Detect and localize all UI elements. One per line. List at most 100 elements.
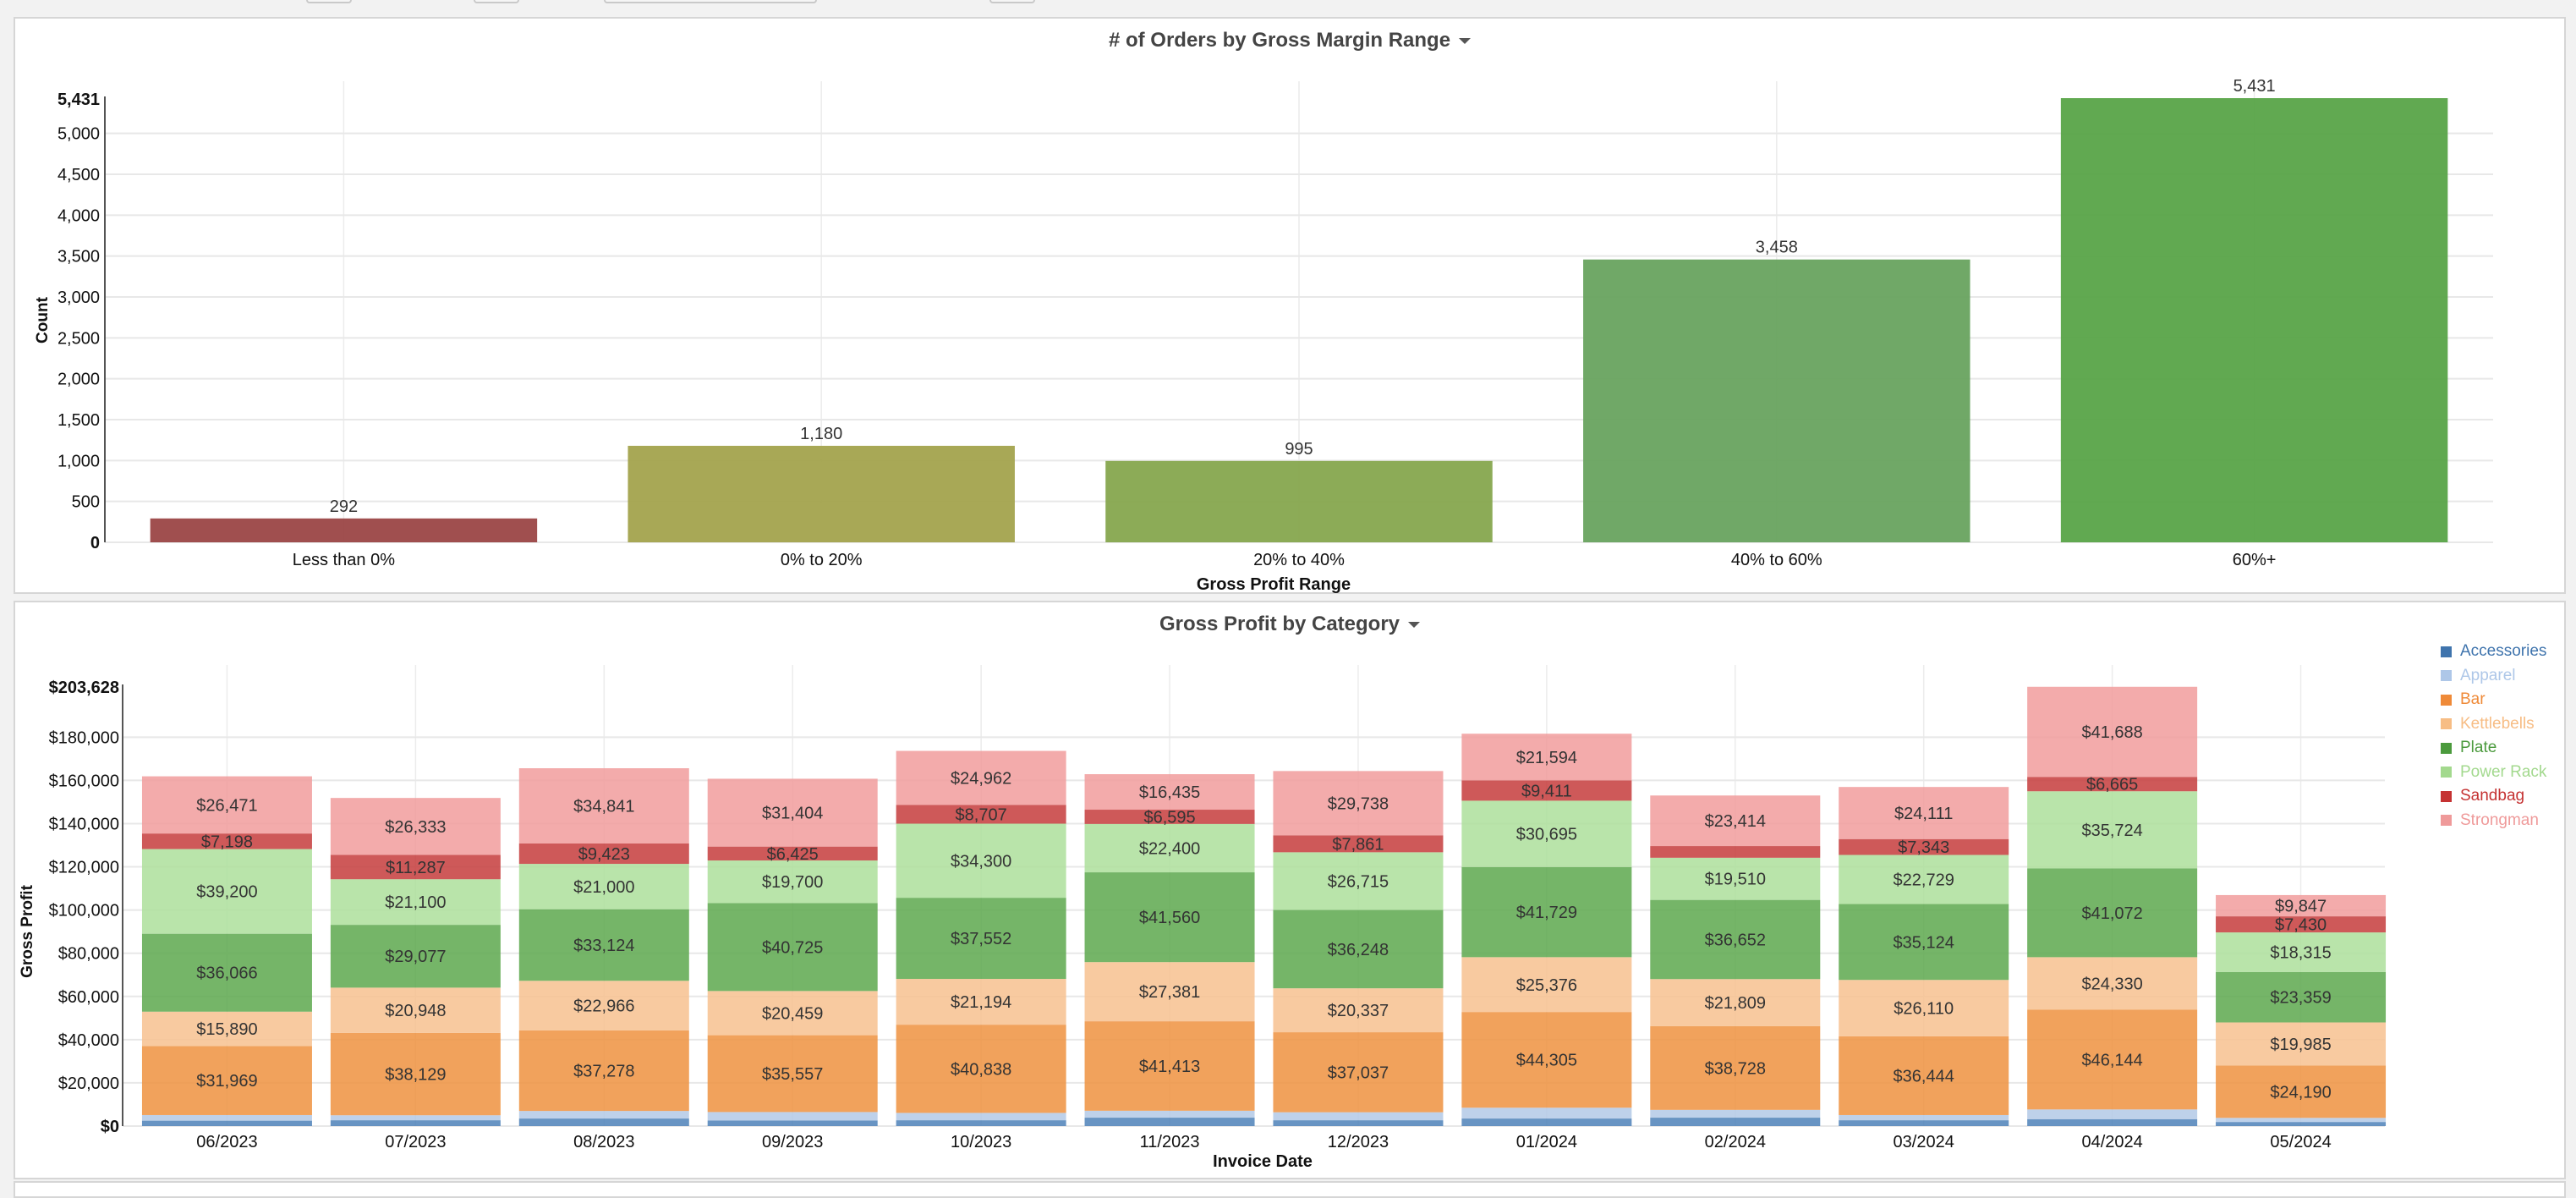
segment-plate	[141, 933, 312, 1012]
toolbar-control[interactable]	[604, 0, 817, 3]
segment-value-label: $36,652	[1705, 931, 1766, 949]
category-legend: Accessories Apparel Bar Kettlebells Plat…	[2441, 640, 2546, 833]
segment-kettlebells	[707, 991, 878, 1036]
segment-value-label: $9,847	[2275, 898, 2327, 916]
segment-apparel	[1273, 1112, 1444, 1121]
bar-less-than-0-	[150, 518, 538, 542]
orders-chart-title[interactable]: # of Orders by Gross Margin Range	[15, 29, 2564, 52]
segment-value-label: $27,381	[1139, 983, 1200, 1002]
segment-power-rack	[141, 849, 312, 934]
segment-value-label: $39,200	[196, 883, 257, 902]
segment-plate	[2216, 971, 2387, 1023]
segment-plate	[2027, 868, 2198, 958]
profit-chart-title-text: Gross Profit by Category	[1159, 613, 1400, 635]
legend-item-sandbag[interactable]: Sandbag	[2441, 784, 2546, 809]
segment-apparel	[896, 1113, 1066, 1121]
segment-power-rack	[1839, 855, 2009, 904]
legend-swatch	[2441, 790, 2452, 802]
y-tick-label: 500	[72, 493, 100, 512]
y-tick-label: $0	[101, 1118, 119, 1136]
x-tick-label: 06/2023	[196, 1133, 257, 1151]
legend-swatch	[2441, 646, 2452, 657]
segment-accessories	[2027, 1118, 2198, 1126]
segment-sandbag	[518, 844, 689, 865]
x-tick-label: 02/2024	[1705, 1133, 1766, 1151]
segment-value-label: $38,728	[1705, 1059, 1766, 1078]
legend-label: Apparel	[2460, 666, 2516, 684]
segment-apparel	[2216, 1118, 2387, 1123]
segment-bar	[1650, 1025, 1821, 1110]
segment-plate	[707, 903, 878, 992]
segment-value-label: $16,435	[1139, 783, 1200, 802]
segment-value-label: $37,278	[573, 1063, 634, 1081]
segment-value-label: $41,072	[2081, 904, 2142, 923]
segment-value-label: $41,560	[1139, 909, 1200, 927]
bar-0-to-20-	[628, 445, 1015, 542]
toolbar-control[interactable]	[306, 0, 352, 3]
segment-value-label: $26,715	[1328, 872, 1389, 891]
toolbar-control[interactable]	[989, 0, 1035, 3]
legend-swatch	[2441, 718, 2452, 730]
caret-down-icon[interactable]	[1408, 622, 1421, 629]
segment-kettlebells	[1084, 962, 1255, 1022]
segment-value-label: $21,809	[1705, 994, 1766, 1013]
segment-kettlebells	[518, 981, 689, 1030]
segment-bar	[2027, 1009, 2198, 1110]
segment-plate	[518, 909, 689, 981]
legend-item-strongman[interactable]: Strongman	[2441, 809, 2546, 833]
segment-value-label: $7,198	[201, 833, 253, 851]
legend-item-plate[interactable]: Plate	[2441, 736, 2546, 761]
x-tick-label: 40% to 60%	[1731, 551, 1822, 569]
segment-sandbag	[896, 805, 1066, 824]
legend-item-kettlebells[interactable]: Kettlebells	[2441, 712, 2546, 737]
segment-value-label: $22,966	[573, 997, 634, 1016]
segment-value-label: $19,985	[2270, 1036, 2331, 1054]
segment-bar	[1461, 1012, 1632, 1108]
segment-strongman	[518, 768, 689, 844]
x-tick-label: 20% to 40%	[1253, 551, 1345, 569]
x-tick-label: 11/2023	[1140, 1133, 1200, 1151]
y-tick-label: 0	[90, 534, 100, 552]
legend-swatch	[2441, 742, 2452, 754]
segment-power-rack	[896, 823, 1066, 898]
segment-value-label: $31,404	[762, 805, 823, 823]
x-tick-label: 0% to 20%	[781, 551, 863, 569]
x-tick-label: 07/2023	[385, 1133, 446, 1151]
segment-value-label: $26,471	[196, 796, 257, 815]
segment-kettlebells	[1461, 957, 1632, 1013]
profit-chart-title[interactable]: Gross Profit by Category	[15, 613, 2564, 636]
legend-swatch	[2441, 694, 2452, 706]
segment-bar	[141, 1046, 312, 1115]
segment-value-label: $20,948	[385, 1002, 446, 1020]
y-tick-label: $100,000	[49, 902, 119, 920]
segment-strongman	[1084, 774, 1255, 811]
segment-value-label: $18,315	[2270, 943, 2331, 962]
segment-sandbag	[141, 833, 312, 849]
segment-sandbag	[1650, 846, 1821, 858]
segment-power-rack	[1273, 852, 1444, 910]
segment-plate	[330, 925, 501, 988]
x-tick-label: 09/2023	[762, 1133, 823, 1151]
segment-value-label: $21,000	[573, 878, 634, 897]
segment-strongman	[896, 750, 1066, 805]
bar-value-label: 3,458	[1756, 239, 1798, 257]
legend-item-apparel[interactable]: Apparel	[2441, 664, 2546, 689]
legend-item-power-rack[interactable]: Power Rack	[2441, 761, 2546, 785]
segment-value-label: $24,962	[951, 769, 1011, 788]
y-tick-label: 3,000	[58, 289, 100, 307]
next-panel-edge	[14, 1181, 2566, 1198]
segment-value-label: $37,037	[1328, 1063, 1389, 1082]
caret-down-icon[interactable]	[1459, 38, 1472, 45]
legend-item-bar[interactable]: Bar	[2441, 688, 2546, 712]
segment-accessories	[1650, 1118, 1821, 1126]
segment-value-label: $25,376	[1516, 976, 1577, 995]
y-tick-label: 5,000	[58, 125, 100, 144]
segment-value-label: $15,890	[196, 1020, 257, 1039]
legend-item-accessories[interactable]: Accessories	[2441, 640, 2546, 664]
segment-value-label: $22,400	[1139, 839, 1200, 858]
segment-power-rack	[330, 879, 501, 926]
segment-value-label: $36,444	[1894, 1067, 1954, 1085]
x-axis-title: Gross Profit Range	[1197, 575, 1351, 594]
toolbar-control[interactable]	[474, 0, 519, 3]
segment-bar	[2216, 1065, 2387, 1118]
